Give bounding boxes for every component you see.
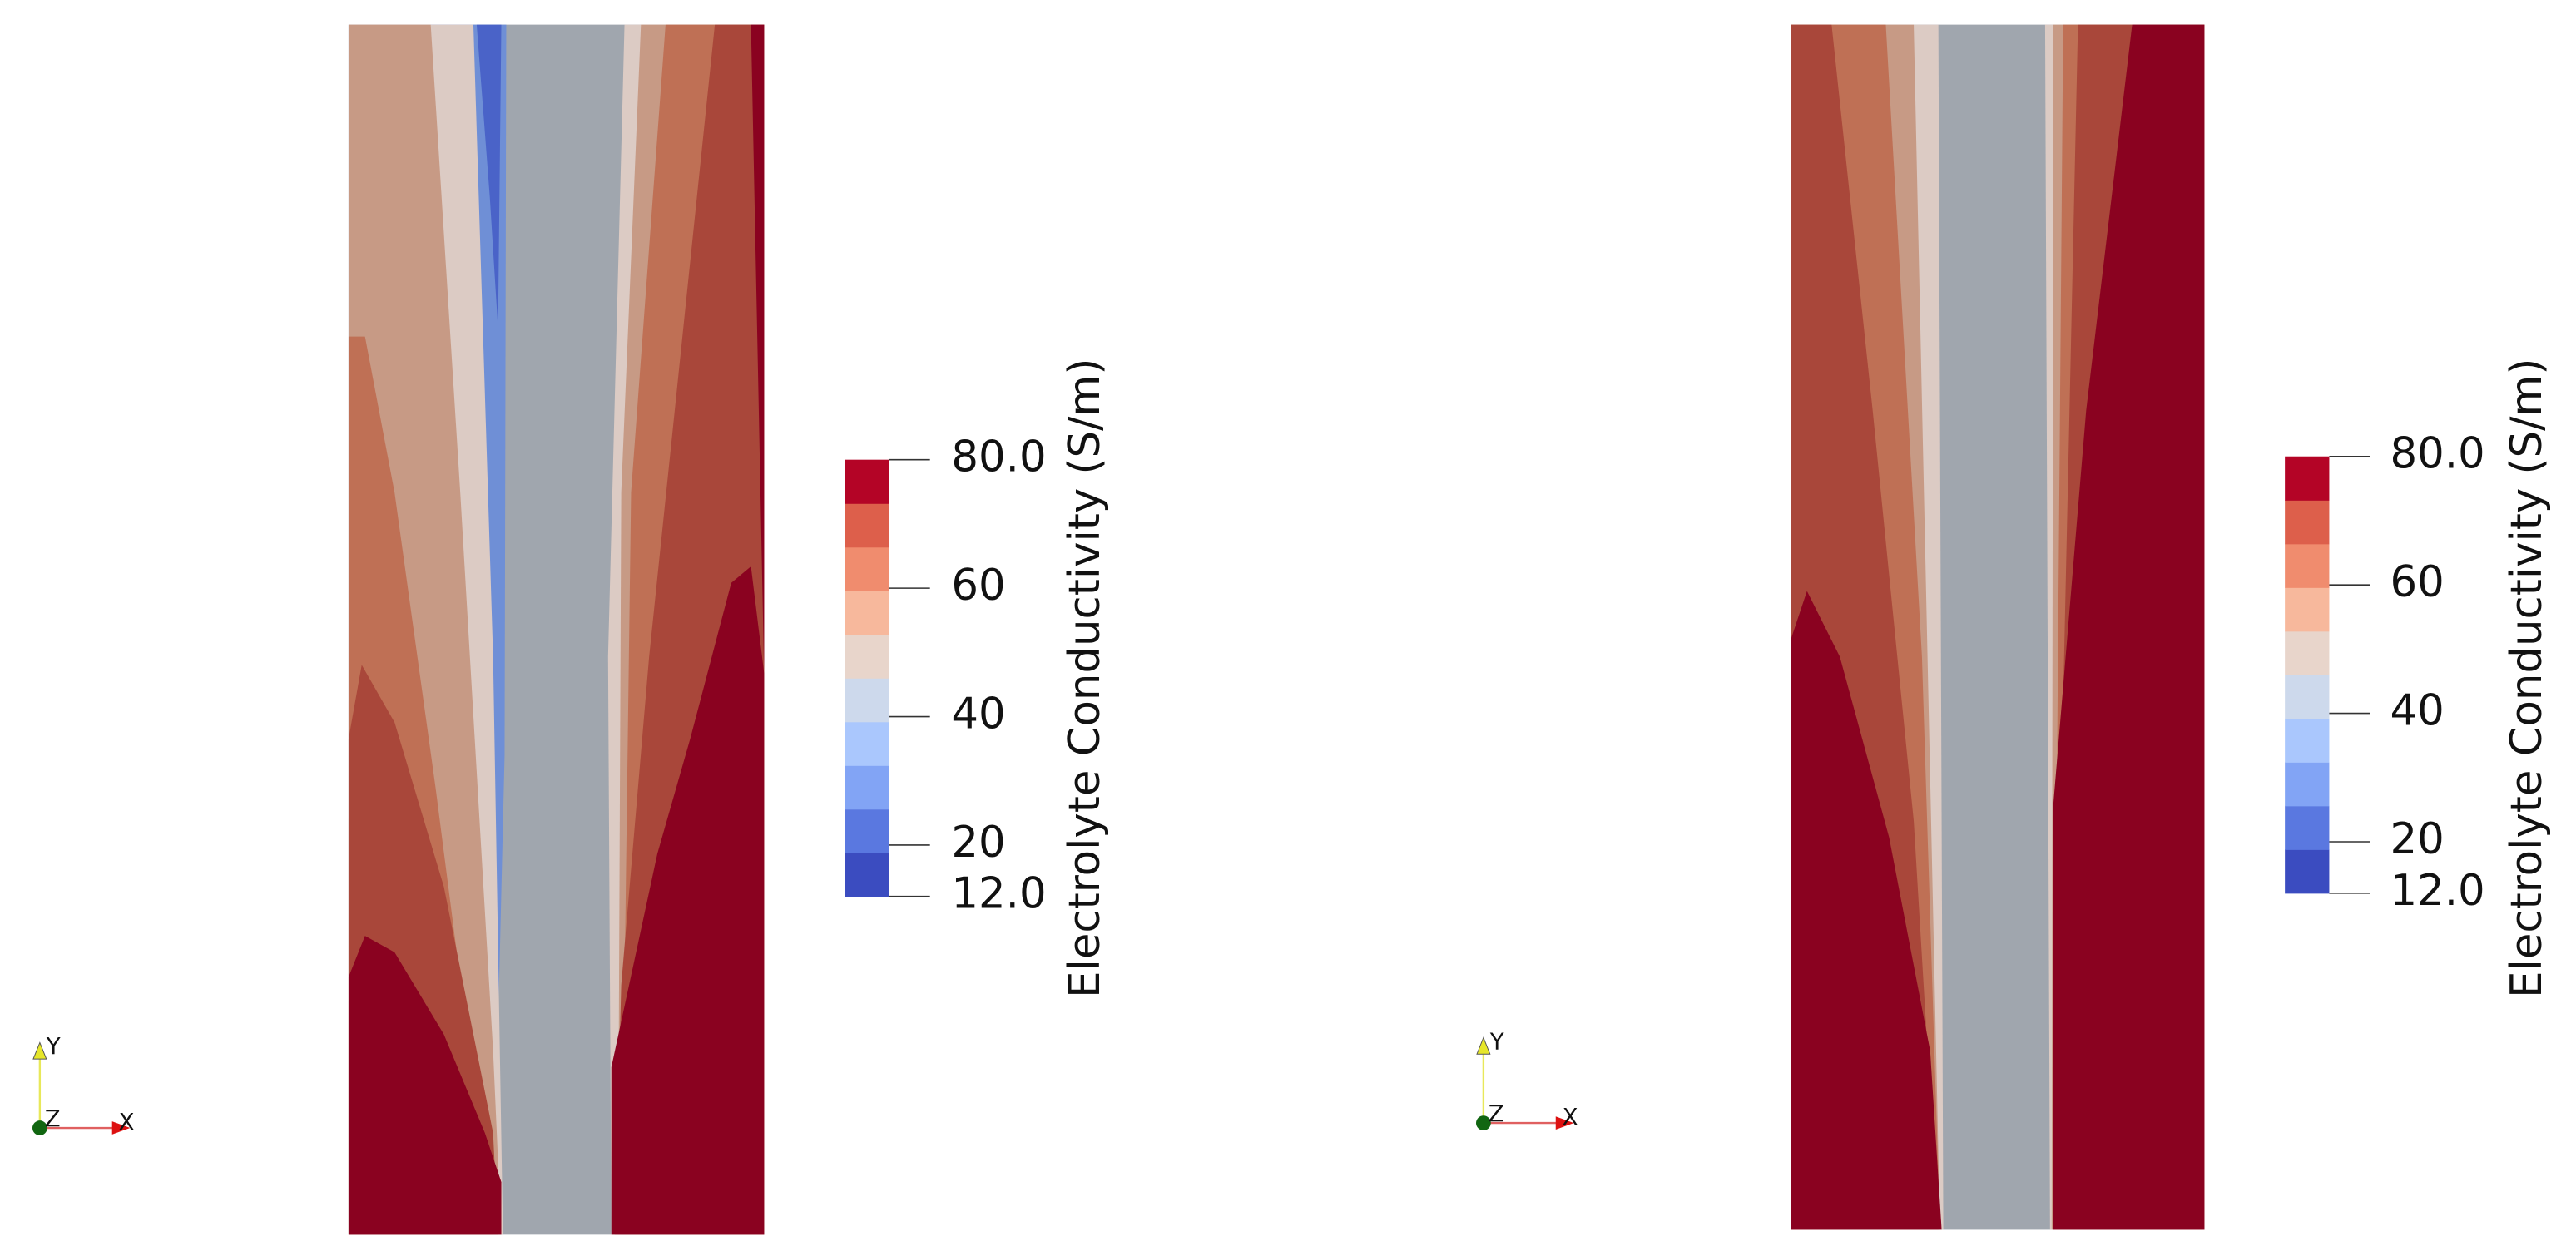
axis-label: Y <box>1489 1027 1504 1055</box>
tick-label: 12.0 <box>2390 866 2484 916</box>
contour-field <box>1791 24 2205 1230</box>
color-band <box>2285 630 2330 675</box>
axis-label: X <box>1563 1103 1578 1130</box>
tick-label: 20 <box>951 818 1005 868</box>
orientation-axes: Y X Z <box>1476 1027 1578 1130</box>
color-band <box>2285 587 2330 632</box>
tick-label: 80.0 <box>2390 429 2484 479</box>
color-band <box>845 503 889 548</box>
color-band <box>845 678 889 723</box>
color-band <box>845 808 889 853</box>
color-band <box>2285 849 2330 894</box>
colorbar-title: Electrolyte Conductivity (S/m) <box>1060 359 1110 998</box>
contour-field <box>348 24 765 1235</box>
color-band <box>845 765 889 810</box>
color-band <box>845 591 889 635</box>
tick-label: 80.0 <box>951 433 1046 482</box>
tick-label: 40 <box>951 690 1005 739</box>
arrow-x <box>1555 1116 1574 1130</box>
orientation-axes: Y X Z <box>32 1032 135 1135</box>
tick-label: 20 <box>2390 814 2444 864</box>
color-band <box>845 634 889 679</box>
color-band <box>845 546 889 591</box>
color-band <box>845 721 889 766</box>
color-band <box>2285 718 2330 763</box>
axis-z <box>32 1120 47 1135</box>
axis-label: Z <box>1489 1100 1504 1127</box>
tick-label: 12.0 <box>951 869 1046 919</box>
color-band <box>2285 762 2330 807</box>
arrow-x <box>111 1121 131 1135</box>
color-band <box>2285 805 2330 850</box>
axis-label: Z <box>45 1105 61 1132</box>
axis-z <box>1476 1115 1491 1130</box>
color-band <box>2285 456 2330 501</box>
color-band <box>845 459 889 504</box>
color-band <box>2285 543 2330 588</box>
axis-label: X <box>119 1108 135 1135</box>
tick-label: 40 <box>2390 686 2444 736</box>
arrow-y <box>32 1041 47 1060</box>
color-band <box>2285 500 2330 545</box>
color-band <box>2285 675 2330 719</box>
tick-label: 60 <box>951 561 1005 611</box>
arrow-y <box>1476 1036 1491 1055</box>
axis-label: Y <box>46 1032 61 1060</box>
color-band <box>845 853 889 897</box>
colorbar-title: Electrolyte Conductivity (S/m) <box>2502 359 2552 998</box>
tick-label: 60 <box>2390 557 2444 607</box>
